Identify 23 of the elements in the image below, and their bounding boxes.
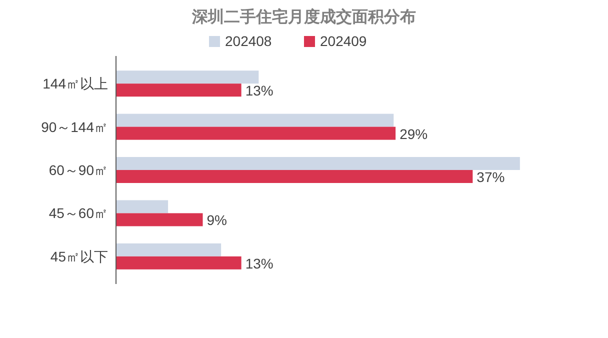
- bar: [116, 157, 520, 170]
- y-tick-label: 144㎡以上: [42, 76, 108, 92]
- y-tick-label: 90～144㎡: [41, 118, 108, 135]
- data-label: 9%: [206, 212, 227, 228]
- chart-title: 深圳二手住宅月度成交面积分布: [191, 7, 416, 26]
- y-tick-label: 45㎡以下: [50, 248, 108, 264]
- bar: [116, 70, 259, 84]
- data-label: 13%: [245, 255, 274, 272]
- data-label: 13%: [245, 82, 274, 99]
- y-tick-label: 60～90㎡: [48, 162, 108, 178]
- bar: [116, 243, 222, 256]
- bar: [116, 170, 473, 183]
- data-label: 29%: [400, 126, 428, 142]
- y-tick-label: 45～60㎡: [48, 205, 108, 222]
- legend-label: 202408: [225, 33, 272, 49]
- legend-label: 202409: [320, 33, 367, 49]
- data-label: 37%: [476, 169, 505, 185]
- bar: [116, 200, 168, 214]
- bar: [116, 213, 203, 226]
- bar: [116, 114, 394, 127]
- bar: [116, 84, 242, 97]
- bar: [116, 126, 396, 140]
- bar: [116, 256, 242, 270]
